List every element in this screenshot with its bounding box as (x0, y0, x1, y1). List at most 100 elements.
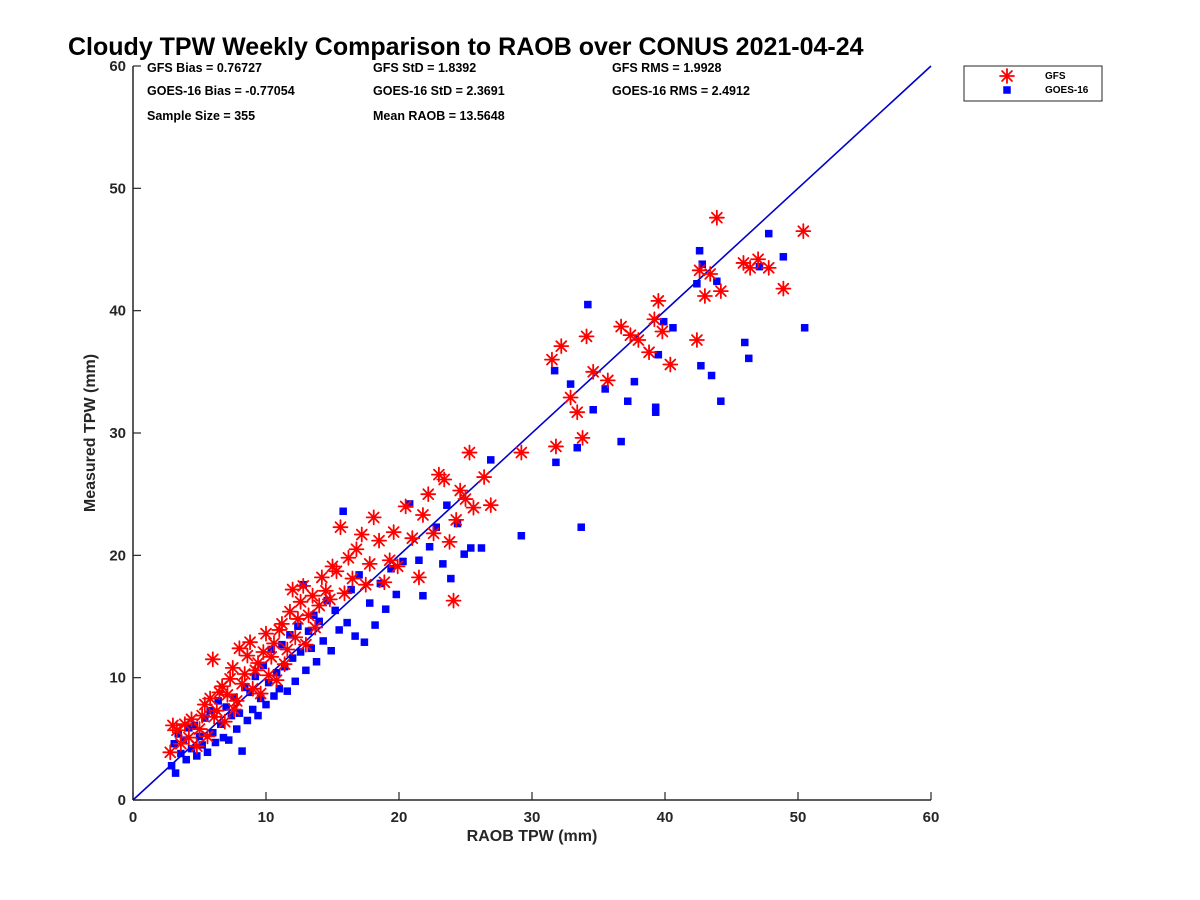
goes16-point (419, 591, 427, 600)
goes16-point (693, 280, 701, 288)
gfs-point (332, 519, 349, 536)
goes16-point (331, 606, 339, 615)
goes16-point (467, 544, 475, 552)
gfs-point (448, 511, 465, 528)
y-tick-label: 50 (109, 180, 126, 197)
x-tick-label: 0 (129, 809, 137, 826)
gfs-point (365, 509, 382, 526)
goes16-point (392, 590, 401, 599)
gfs-point (292, 593, 309, 610)
goes16-point (741, 338, 749, 347)
gfs-point (204, 651, 221, 668)
gfs-point (244, 680, 261, 697)
goes16-point (365, 599, 374, 607)
stat-goes16-bias: GOES-16 Bias = -0.77054 (147, 84, 295, 98)
goes16-point (517, 532, 526, 540)
goes16-point (283, 687, 292, 695)
gfs-point (630, 332, 647, 348)
goes16-point (487, 456, 495, 464)
y-tick-label: 0 (118, 792, 126, 809)
goes16-point (288, 654, 297, 662)
gfs-point (513, 444, 530, 461)
goes16-point (460, 550, 468, 558)
gfs-point (279, 641, 296, 658)
gfs-point (282, 603, 298, 620)
gfs-point (304, 587, 321, 604)
gfs-point (775, 280, 792, 297)
gfs-point (307, 619, 324, 636)
axes: 0 10 20 30 40 50 60 0 10 20 30 40 50 60 (109, 58, 939, 826)
gfs-point (266, 635, 282, 652)
stat-gfs-bias: GFS Bias = 0.76727 (147, 61, 262, 75)
goes16-point (713, 277, 721, 286)
gfs-point (287, 629, 304, 646)
goes16-point (339, 507, 347, 516)
gfs-point (662, 356, 679, 373)
gfs-point (712, 283, 729, 299)
gfs-point (553, 338, 570, 355)
goes16-point (695, 246, 704, 255)
gfs-point (239, 647, 256, 664)
gfs-point (284, 581, 301, 598)
goes16-point (601, 385, 609, 393)
goes16-point (630, 377, 639, 386)
gfs-point (328, 563, 345, 580)
gfs-point (188, 738, 205, 755)
gfs-point (445, 592, 462, 609)
gfs-point (206, 708, 223, 725)
x-tick-label: 60 (923, 809, 940, 826)
goes16-point (312, 658, 321, 666)
gfs-point (321, 591, 338, 608)
gfs-point (544, 351, 560, 368)
goes16-point (584, 300, 592, 309)
gfs-point (311, 597, 328, 614)
gfs-point (641, 344, 657, 361)
y-tick-label: 30 (109, 425, 126, 442)
x-tick-label: 30 (524, 809, 541, 826)
gfs-point (242, 634, 258, 651)
gfs-point (219, 686, 236, 703)
gfs-point (750, 251, 766, 268)
gfs-point (255, 644, 272, 660)
goes16-point (371, 621, 379, 629)
goes16-point (764, 229, 773, 238)
gfs-point (247, 662, 264, 679)
stat-goes16-std: GOES-16 StD = 2.3691 (373, 84, 505, 98)
goes16-point (214, 697, 222, 705)
gfs-point (348, 541, 365, 558)
goes16-point (659, 317, 668, 326)
goes16-point (211, 738, 220, 747)
gfs-point (482, 497, 499, 514)
gfs-point (202, 690, 219, 707)
gfs-point (208, 702, 225, 719)
goes16-point (238, 747, 246, 755)
gfs-point (196, 696, 213, 713)
goes16-point (654, 350, 663, 359)
stat-goes16-rms: GOES-16 RMS = 2.4912 (612, 84, 750, 98)
x-axis-label: RAOB TPW (mm) (467, 828, 598, 845)
gfs-point (344, 570, 361, 587)
gfs-point (613, 318, 630, 335)
gfs-point (290, 611, 306, 627)
gfs-point (411, 569, 427, 586)
gfs-point (317, 582, 334, 599)
gfs-point (268, 672, 285, 689)
gfs-point (585, 363, 602, 380)
gfs-point (274, 615, 290, 632)
goes16-point (203, 748, 212, 757)
x-tick-label: 40 (657, 809, 674, 826)
goes16-point (550, 366, 559, 375)
goes16-point (291, 677, 300, 686)
x-tick-label: 10 (258, 809, 275, 826)
goes16-point (296, 648, 305, 656)
legend-gfs-label: GFS (1045, 71, 1066, 82)
chart-title: Cloudy TPW Weekly Comparison to RAOB ove… (68, 33, 864, 61)
goes16-point (248, 705, 257, 714)
gfs-point (697, 288, 713, 304)
goes16-point (360, 638, 369, 646)
gfs-point (183, 711, 200, 728)
y-tick-label: 20 (109, 547, 126, 564)
gfs-point (216, 713, 233, 730)
goes16-point (447, 574, 455, 583)
